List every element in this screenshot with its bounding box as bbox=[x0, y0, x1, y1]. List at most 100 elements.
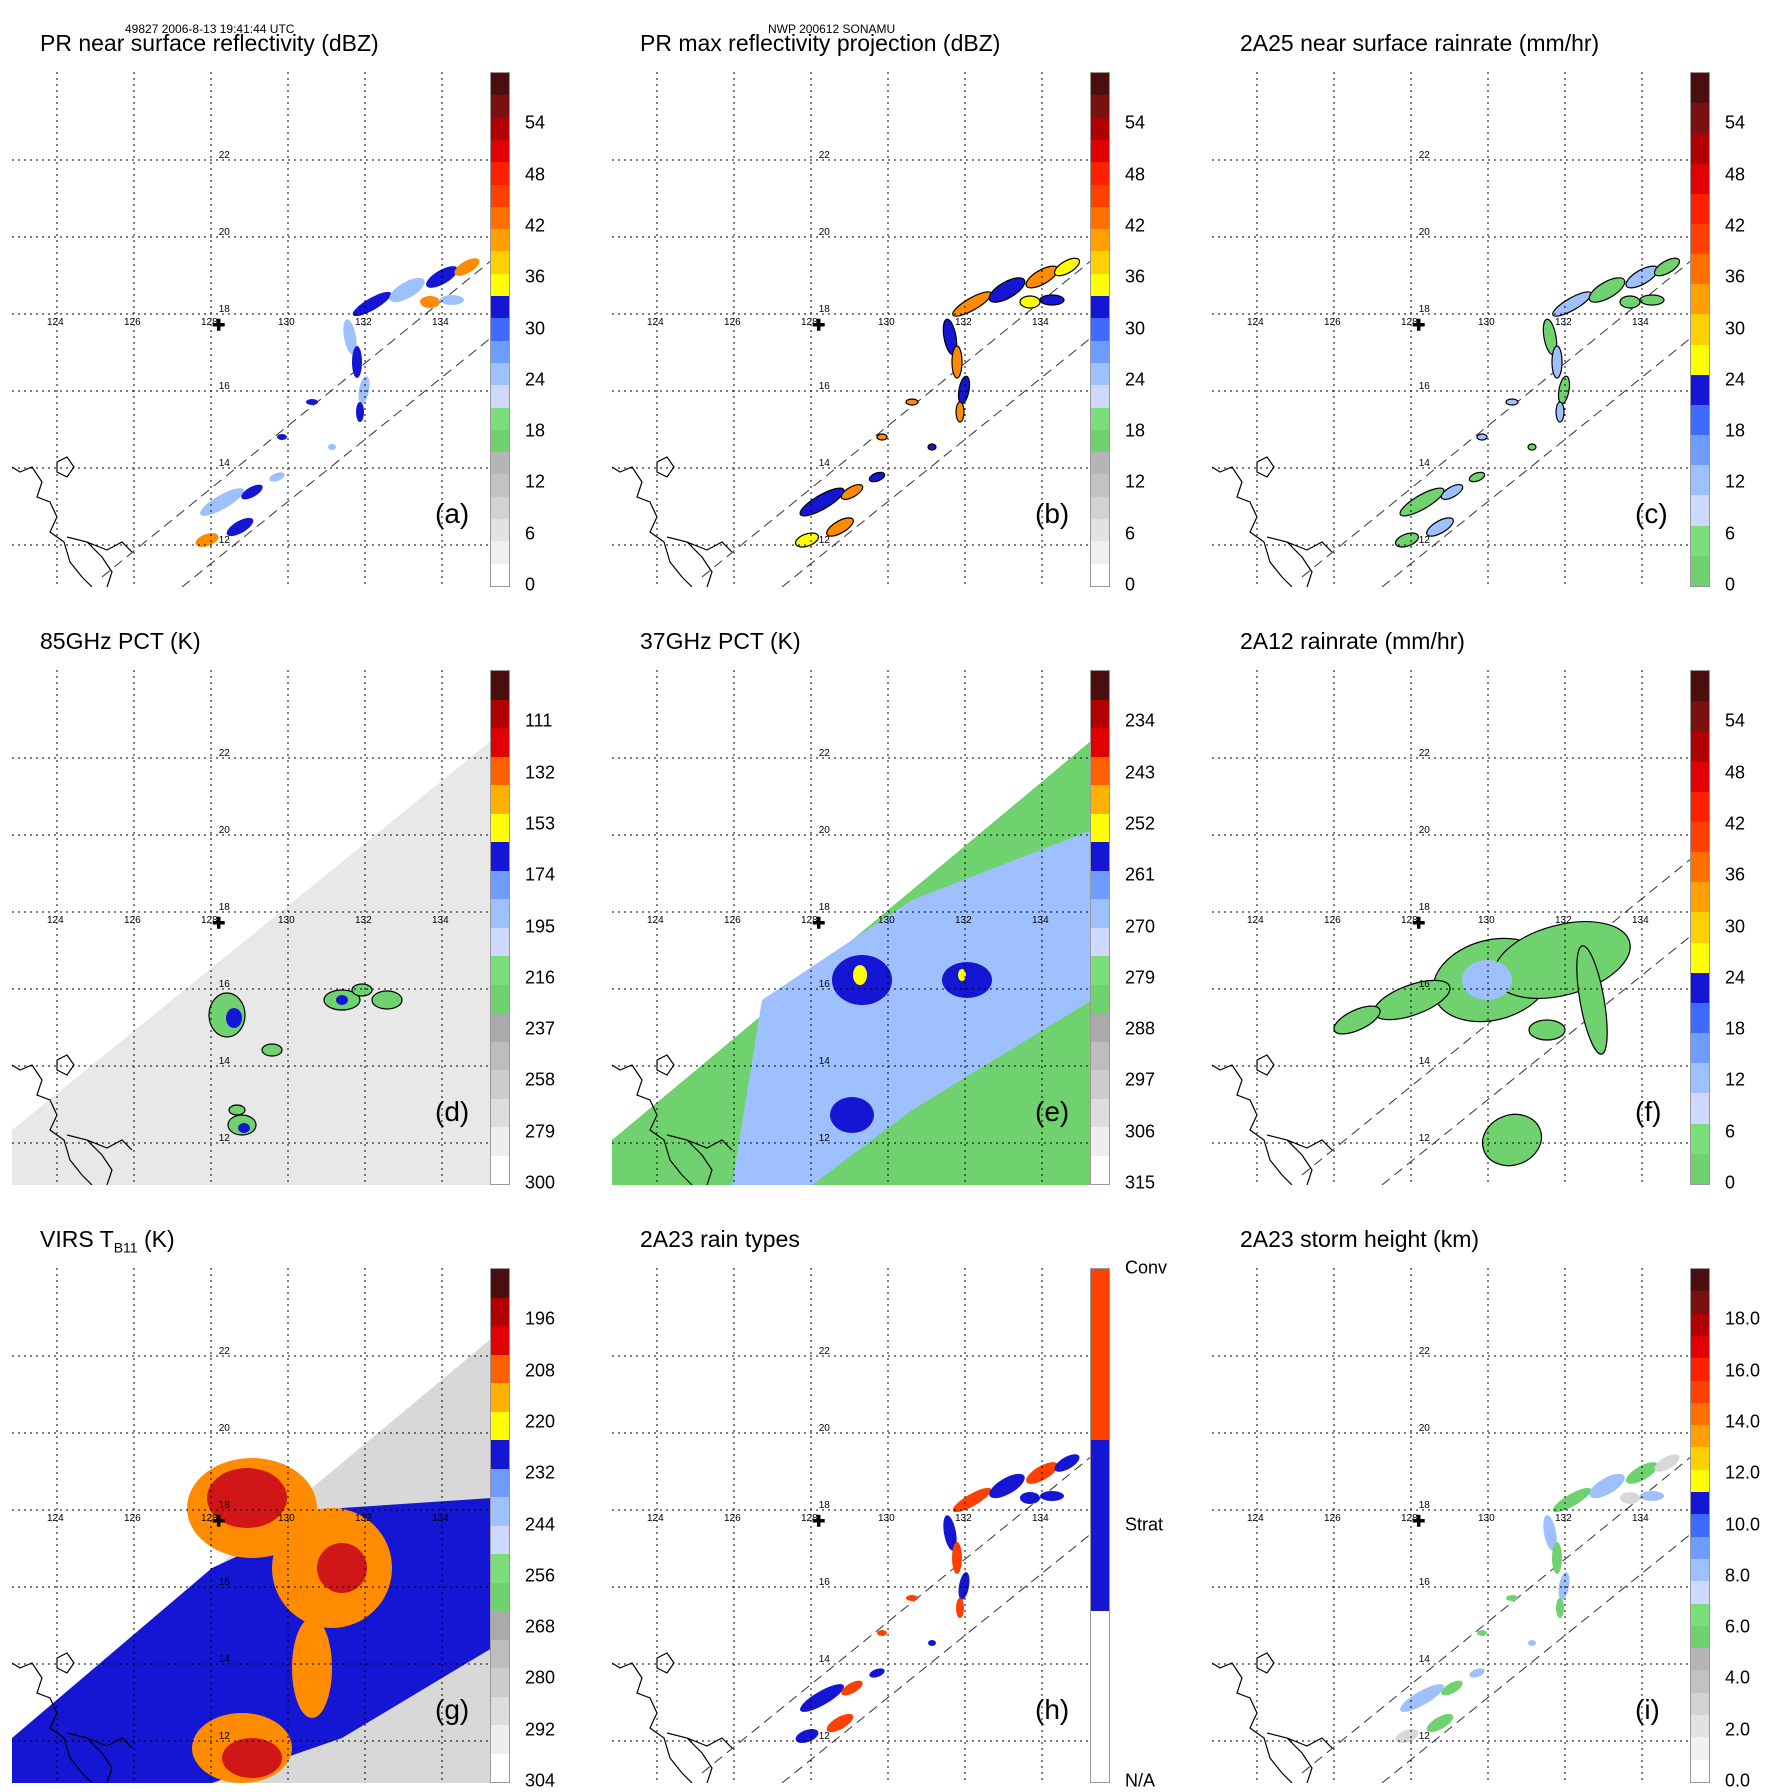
map-svg: 12 14 16 18 20 22 124 126 128 130 132 134 bbox=[11, 670, 492, 1186]
colorbar-tick-label: 292 bbox=[525, 1719, 556, 1740]
colorbar-segment bbox=[1691, 821, 1709, 853]
rain-cell bbox=[943, 1515, 957, 1551]
pr-swath-edge bbox=[181, 336, 493, 588]
lat-label: 18 bbox=[219, 304, 231, 315]
colorbar-tick-label: 0 bbox=[525, 574, 536, 595]
panel-title: VIRS TB11 (K) bbox=[40, 1226, 175, 1256]
rain-cell bbox=[1400, 1684, 1444, 1712]
lat-label: 14 bbox=[219, 1654, 231, 1665]
lat-label: 14 bbox=[1419, 1056, 1431, 1067]
colorbar-segment bbox=[1691, 1002, 1709, 1034]
colorbar-segment bbox=[491, 1439, 509, 1469]
colorbar-segment bbox=[1691, 525, 1709, 556]
lon-label: 124 bbox=[47, 1513, 64, 1524]
lon-label: 134 bbox=[432, 317, 449, 328]
rain-cell bbox=[956, 1598, 964, 1618]
colorbar-tick-label: 54 bbox=[1125, 112, 1146, 133]
colorbar-segment bbox=[491, 72, 509, 96]
colorbar-segment bbox=[1091, 1041, 1109, 1070]
rain-cell bbox=[1039, 294, 1065, 306]
plus-icon bbox=[1412, 916, 1425, 929]
rain-cell bbox=[1640, 1491, 1664, 1501]
rain-cell bbox=[1426, 1713, 1454, 1733]
colorbar bbox=[1690, 72, 1710, 587]
lon-label: 132 bbox=[955, 915, 972, 926]
colorbar-segment bbox=[491, 1468, 509, 1497]
lon-label: 124 bbox=[647, 1513, 664, 1524]
rain-cell bbox=[1477, 1630, 1487, 1636]
colorbar-segment bbox=[491, 784, 509, 814]
panel-a: 12 14 16 18 20 22 124 126 128 130 132 134 PR near s… bbox=[0, 30, 600, 595]
colorbar-tick-label: 0.0 bbox=[1725, 1770, 1751, 1791]
map-svg: 12 14 16 18 20 22 124 126 128 130 132 134 bbox=[1211, 72, 1693, 588]
colorbar-segment bbox=[1691, 1491, 1709, 1515]
colorbar-segment bbox=[1691, 344, 1709, 375]
map-area: 12 14 16 18 20 22 124 126 128 130 132 134 bbox=[1211, 670, 1693, 1186]
rain-cell bbox=[1551, 345, 1563, 379]
rain-cell bbox=[195, 533, 219, 547]
lon-label: 128 bbox=[1401, 1513, 1418, 1524]
rain-cell bbox=[1373, 979, 1451, 1021]
lon-label: 124 bbox=[647, 317, 664, 328]
colorbar-segment bbox=[1691, 1446, 1709, 1470]
lat-label: 20 bbox=[1419, 825, 1431, 836]
colorbar-segment bbox=[1691, 1402, 1709, 1426]
rain-cell bbox=[1333, 1005, 1381, 1035]
colorbar-segment bbox=[491, 184, 509, 207]
lon-label: 126 bbox=[724, 317, 741, 328]
lon-label: 132 bbox=[355, 317, 372, 328]
colorbar-segment bbox=[1091, 756, 1109, 785]
colorbar-segment bbox=[491, 451, 509, 475]
colorbar-segment bbox=[1091, 72, 1109, 96]
colorbar-segment bbox=[1691, 72, 1709, 104]
colorbar-tick-label: 12 bbox=[1725, 471, 1746, 492]
rain-cell bbox=[1639, 294, 1665, 306]
panel-c: 12 14 16 18 20 22 124 126 128 130 132 134 2A25 near… bbox=[1200, 30, 1771, 595]
lat-label: 22 bbox=[1419, 748, 1431, 759]
panel-label: (e) bbox=[1035, 1096, 1070, 1127]
colorbar-tick-label: 4.0 bbox=[1725, 1667, 1751, 1688]
colorbar-segment bbox=[1691, 700, 1709, 732]
colorbar-segment bbox=[1691, 1558, 1709, 1582]
colorbar bbox=[490, 1268, 510, 1783]
colorbar-tick-label: 279 bbox=[1125, 967, 1156, 988]
rain-cell bbox=[222, 1738, 282, 1778]
lon-label: 128 bbox=[801, 317, 818, 328]
rain-cell bbox=[868, 471, 886, 483]
colorbar-tick-label: 6 bbox=[1725, 1121, 1736, 1142]
lat-label: 20 bbox=[1419, 1423, 1431, 1434]
rain-cell bbox=[371, 990, 403, 1010]
lat-label: 14 bbox=[1419, 1654, 1431, 1665]
pr-swath-edge bbox=[1381, 934, 1693, 1186]
lon-label: 128 bbox=[801, 915, 818, 926]
lon-label: 124 bbox=[1247, 915, 1264, 926]
rain-cell bbox=[1053, 257, 1081, 277]
colorbar-tick-label: 300 bbox=[525, 1172, 556, 1193]
lat-label: 12 bbox=[1419, 535, 1431, 546]
lon-label: 126 bbox=[724, 1513, 741, 1524]
colorbar-tick-label: 111 bbox=[525, 710, 553, 731]
colorbar-segment bbox=[1691, 555, 1709, 586]
colorbar-segment bbox=[491, 407, 509, 430]
colorbar-tick-label: 10.0 bbox=[1725, 1514, 1761, 1534]
colorbar-tick-label: 315 bbox=[1125, 1172, 1156, 1193]
lat-label: 14 bbox=[819, 1056, 831, 1067]
colorbar-tick-label: 30 bbox=[1725, 318, 1746, 338]
rain-cell bbox=[226, 1008, 242, 1028]
colorbar-segment bbox=[1691, 1153, 1709, 1184]
panel-label: (g) bbox=[435, 1694, 470, 1725]
lon-label: 126 bbox=[124, 1513, 141, 1524]
colorbar-tick-label: 14.0 bbox=[1725, 1411, 1761, 1432]
panel-title: 2A23 rain types bbox=[640, 1226, 800, 1252]
colorbar-tick-label: 48 bbox=[525, 164, 546, 185]
rain-cell bbox=[1558, 1572, 1570, 1600]
map-area: 12 14 16 18 20 22 124 126 128 130 132 134 bbox=[11, 1268, 492, 1784]
pr-swath-edge bbox=[781, 336, 1093, 588]
colorbar-segment bbox=[1691, 1536, 1709, 1559]
rain-cell bbox=[1527, 443, 1537, 451]
lat-label: 22 bbox=[819, 150, 831, 161]
colorbar-tick-label: 48 bbox=[1125, 164, 1146, 185]
colorbar-tick-label: 12.0 bbox=[1725, 1462, 1761, 1483]
colorbar-segment bbox=[491, 384, 509, 408]
colorbar-tick-label: 48 bbox=[1725, 762, 1746, 783]
